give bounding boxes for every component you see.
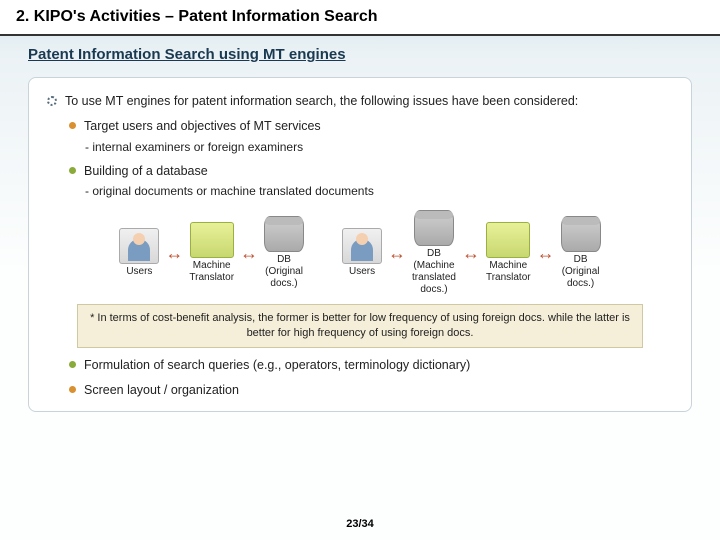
arrow-icon: ↔ xyxy=(388,240,406,267)
point-text: Target users and objectives of MT servic… xyxy=(84,117,321,136)
subtitle: Patent Information Search using MT engin… xyxy=(0,36,720,67)
translator-icon xyxy=(486,222,530,258)
node-mt: Machine Translator xyxy=(189,222,234,284)
note-box: * In terms of cost-benefit analysis, the… xyxy=(77,304,643,348)
monitor-icon xyxy=(342,228,382,264)
bullet-icon xyxy=(69,361,76,368)
sub-point-target: Target users and objectives of MT servic… xyxy=(69,117,673,136)
sub-point-db: Building of a database xyxy=(69,162,673,181)
point-text: Formulation of search queries (e.g., ope… xyxy=(84,356,470,375)
node-label: Users xyxy=(349,266,375,278)
content-card: To use MT engines for patent information… xyxy=(28,77,692,412)
page-number: 23/34 xyxy=(346,518,374,530)
node-db-trans: DB (Machine translated docs.) xyxy=(412,210,456,296)
node-mt-2: Machine Translator xyxy=(486,222,531,284)
node-label: Users xyxy=(126,266,152,278)
database-icon xyxy=(414,210,454,246)
arrow-icon: ↔ xyxy=(165,240,183,267)
database-icon xyxy=(264,216,304,252)
arrow-icon: ↔ xyxy=(537,240,555,267)
page-title: 2. KIPO's Activities – Patent Informatio… xyxy=(16,8,704,26)
point-text: Building of a database xyxy=(84,162,208,181)
bullet-icon xyxy=(69,386,76,393)
translator-icon xyxy=(190,222,234,258)
node-db-orig: DB (Original docs.) xyxy=(264,216,304,290)
node-users-2: Users xyxy=(342,228,382,278)
arrow-icon: ↔ xyxy=(462,240,480,267)
node-users: Users xyxy=(119,228,159,278)
node-label: Machine Translator xyxy=(189,260,234,284)
database-icon xyxy=(561,216,601,252)
sub-point-layout: Screen layout / organization xyxy=(69,381,673,400)
detail-text: - internal examiners or foreign examiner… xyxy=(85,138,673,156)
arrow-icon: ↔ xyxy=(240,240,258,267)
gear-icon xyxy=(47,96,57,106)
main-text: To use MT engines for patent information… xyxy=(65,92,578,111)
point-text: Screen layout / organization xyxy=(84,381,239,400)
bullet-icon xyxy=(69,167,76,174)
title-bar: 2. KIPO's Activities – Patent Informatio… xyxy=(0,0,720,36)
node-label: DB (Original docs.) xyxy=(265,254,303,290)
bullet-icon xyxy=(69,122,76,129)
sub-point-queries: Formulation of search queries (e.g., ope… xyxy=(69,356,673,375)
monitor-icon xyxy=(119,228,159,264)
node-label: Machine Translator xyxy=(486,260,531,284)
main-point: To use MT engines for patent information… xyxy=(47,92,673,111)
node-label: DB (Machine translated docs.) xyxy=(412,248,456,296)
flow-diagram: Users ↔ Machine Translator ↔ DB (Origina… xyxy=(47,210,673,296)
node-db-orig-2: DB (Original docs.) xyxy=(561,216,601,290)
node-label: DB (Original docs.) xyxy=(562,254,600,290)
detail-text: - original documents or machine translat… xyxy=(85,182,673,200)
